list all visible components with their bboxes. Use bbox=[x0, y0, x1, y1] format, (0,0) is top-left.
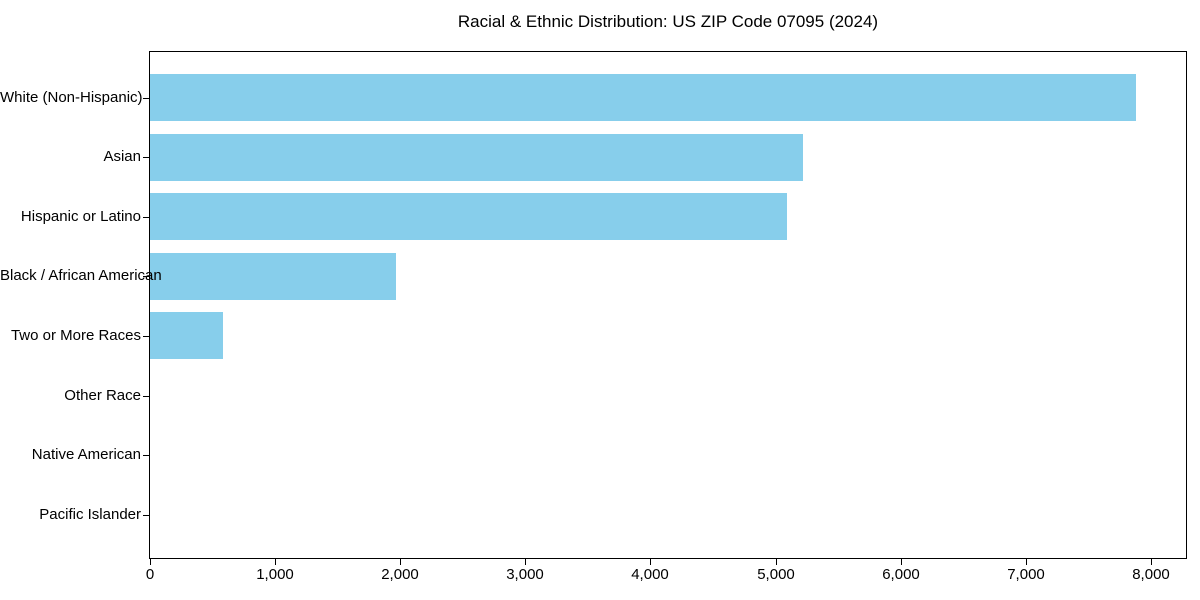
bar-two-or-more-races bbox=[150, 312, 223, 360]
y-tick-label: Hispanic or Latino bbox=[20, 207, 141, 225]
x-tick-mark bbox=[525, 559, 526, 565]
y-tick-label: Native American bbox=[31, 446, 141, 464]
x-tick-label: 8,000 bbox=[1132, 566, 1170, 583]
chart-title: Racial & Ethnic Distribution: US ZIP Cod… bbox=[457, 12, 879, 31]
plot-area bbox=[149, 51, 1187, 559]
y-tick-mark bbox=[143, 216, 149, 218]
x-tick-label: 4,000 bbox=[631, 566, 669, 583]
bar-asian bbox=[150, 133, 803, 181]
bar-hispanic-or-latino bbox=[150, 193, 787, 241]
x-tick-mark bbox=[1151, 559, 1152, 565]
y-tick-mark bbox=[143, 157, 149, 159]
y-tick-label: White (Non-Hispanic) bbox=[0, 88, 143, 106]
x-tick-mark bbox=[150, 559, 151, 565]
x-tick-mark bbox=[1026, 559, 1027, 565]
bar-white-non-hispanic bbox=[150, 74, 1136, 121]
y-tick-mark bbox=[143, 97, 149, 99]
y-tick-label: Two or More Races bbox=[10, 326, 141, 344]
x-tick-label: 3,000 bbox=[506, 566, 544, 583]
x-tick-label: 7,000 bbox=[1007, 566, 1045, 583]
x-tick-label: 1,000 bbox=[256, 566, 294, 583]
x-tick-mark bbox=[400, 559, 401, 565]
bar-black-african-american bbox=[150, 252, 396, 300]
x-tick-label: 6,000 bbox=[882, 566, 920, 583]
y-tick-mark bbox=[143, 276, 149, 278]
y-tick-mark bbox=[143, 514, 149, 516]
y-tick-mark bbox=[143, 455, 149, 457]
x-tick-mark bbox=[901, 559, 902, 565]
x-tick-mark bbox=[275, 559, 276, 565]
x-tick-mark bbox=[650, 559, 651, 565]
y-tick-mark bbox=[143, 395, 149, 397]
y-tick-label: Asian bbox=[103, 148, 141, 166]
x-tick-mark bbox=[776, 559, 777, 565]
y-tick-label: Other Race bbox=[64, 386, 141, 404]
y-tick-label: Pacific Islander bbox=[39, 505, 141, 523]
x-tick-label: 2,000 bbox=[381, 566, 419, 583]
x-tick-label: 5,000 bbox=[757, 566, 795, 583]
y-tick-mark bbox=[143, 335, 149, 337]
x-tick-label: 0 bbox=[145, 566, 155, 583]
y-tick-label: Black / African American bbox=[0, 267, 162, 285]
